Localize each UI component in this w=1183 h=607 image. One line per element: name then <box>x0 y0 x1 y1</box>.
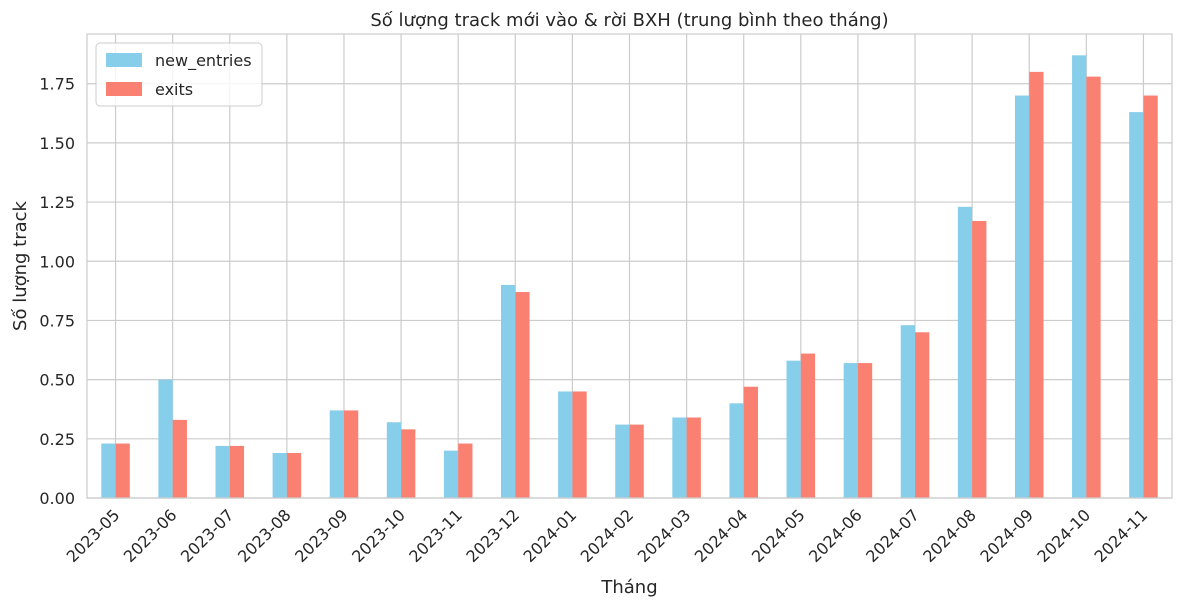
bar-exits <box>172 419 187 498</box>
bar-new-entries <box>1072 55 1087 498</box>
x-axis-label: Tháng <box>600 577 657 598</box>
bar-new-entries <box>272 453 287 498</box>
bar-new-entries <box>329 410 344 498</box>
legend-label-new-entries: new_entries <box>155 51 252 71</box>
bar-new-entries <box>729 403 744 498</box>
bar-new-entries <box>558 391 573 498</box>
legend-swatch-new-entries <box>106 53 142 67</box>
bar-new-entries <box>957 206 973 498</box>
bar-new-entries <box>843 363 858 498</box>
legend-label-exits: exits <box>155 80 193 99</box>
bar-exits <box>401 429 416 498</box>
bar-exits <box>572 391 587 498</box>
bar-new-entries <box>158 379 173 498</box>
bars-layer <box>101 55 1158 499</box>
legend: new_entries exits <box>95 42 263 107</box>
bar-exits <box>743 386 758 498</box>
bar-new-entries <box>1014 95 1030 498</box>
bar-new-entries <box>615 424 630 498</box>
y-tick-label: 0.00 <box>39 489 75 508</box>
bar-exits <box>458 443 473 498</box>
y-tick-label: 1.00 <box>39 252 75 271</box>
bar-exits <box>515 292 530 498</box>
bar-new-entries <box>215 445 230 498</box>
bar-exits <box>1086 76 1101 498</box>
y-tick-label: 1.25 <box>39 193 75 212</box>
plot-frame <box>86 33 1173 499</box>
bar-exits <box>286 453 302 498</box>
legend-swatch-exits <box>106 82 142 96</box>
bar-exits <box>972 221 987 499</box>
bar-new-entries <box>786 360 801 498</box>
bar-new-entries <box>386 422 402 498</box>
bar-exits <box>229 445 245 498</box>
bar-exits <box>800 353 816 498</box>
y-tick-label: 0.50 <box>39 371 75 390</box>
bar-exits <box>343 410 359 498</box>
y-tick-label: 1.75 <box>39 75 75 94</box>
bar-new-entries <box>900 325 916 498</box>
y-tick-label: 0.25 <box>39 430 75 449</box>
bar-new-entries <box>672 417 687 498</box>
bar-exits <box>115 443 130 498</box>
chart-title: Số lượng track mới vào & rời BXH (trung … <box>370 10 888 31</box>
bar-new-entries <box>501 284 516 498</box>
bar-exits <box>857 363 873 498</box>
y-tick-label: 0.75 <box>39 311 75 330</box>
bar-new-entries <box>1129 112 1144 499</box>
y-tick-label: 1.50 <box>39 134 75 153</box>
bar-exits <box>629 424 644 498</box>
bar-new-entries <box>101 443 116 498</box>
bar-exits <box>1143 95 1158 498</box>
bar-exits <box>686 417 701 498</box>
y-tick-labels: 0.00 0.25 0.50 0.75 1.00 1.25 1.50 1.75 <box>39 75 75 508</box>
bar-exits <box>1029 71 1044 498</box>
bar-new-entries <box>443 450 459 498</box>
y-axis-label: Số lượng track <box>10 200 31 331</box>
bar-exits <box>915 332 930 498</box>
